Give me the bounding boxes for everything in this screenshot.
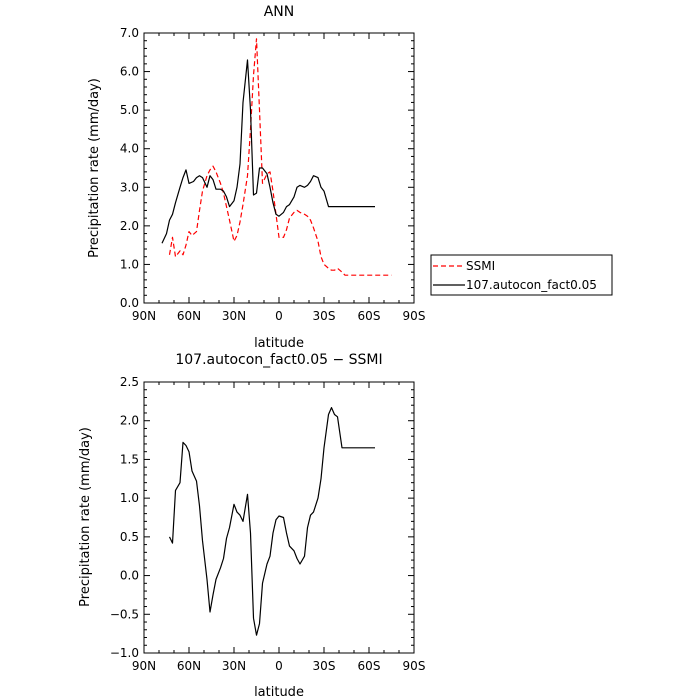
legend-label-model: 107.autocon_fact0.05 — [466, 278, 597, 292]
bottom-x-tick-label: 60N — [177, 659, 201, 673]
bottom-plot-frame — [143, 381, 415, 654]
top-y-tick-label: 4.0 — [120, 142, 139, 156]
top-x-tick-label: 90S — [403, 309, 426, 323]
top-x-tick-label: 30N — [222, 309, 246, 323]
bottom-chart-title: 107.autocon_fact0.05 − SSMI — [175, 352, 382, 368]
bottom-y-tick-label: 2.5 — [120, 375, 139, 389]
top-series-line-1 — [168, 38, 392, 276]
bottom-y-tick-label: −0.5 — [110, 607, 139, 621]
top-plot-frame — [143, 32, 415, 304]
top-y-tick-label: 2.0 — [120, 219, 139, 233]
top-y-tick-label: 6.0 — [120, 65, 139, 79]
top-x-tick-label: 0 — [275, 309, 283, 323]
top-y-axis-label: Precipitation rate (mm/day) — [87, 78, 102, 258]
top-y-tick-label: 3.0 — [120, 180, 139, 194]
bottom-y-tick-label: 1.0 — [120, 491, 139, 505]
bottom-y-tick-label: 1.5 — [120, 452, 139, 466]
legend-label-ssmi: SSMI — [466, 259, 495, 273]
bottom-x-tick-label: 90S — [403, 659, 426, 673]
top-y-tick-label: 7.0 — [120, 26, 139, 40]
bottom-y-tick-label: 0.0 — [120, 569, 139, 583]
top-x-tick-label: 60N — [177, 309, 201, 323]
legend-box — [430, 254, 613, 296]
top-x-tick-label: 30S — [313, 309, 336, 323]
bottom-x-tick-label: 90N — [132, 659, 156, 673]
top-y-tick-label: 5.0 — [120, 103, 139, 117]
bottom-y-tick-label: 0.5 — [120, 530, 139, 544]
bottom-x-axis-label: latitude — [254, 685, 304, 700]
top-chart: ANN latitude Precipitation rate (mm/day)… — [87, 4, 613, 351]
bottom-x-tick-label: 30S — [313, 659, 336, 673]
bottom-series-line-1 — [168, 407, 375, 636]
bottom-x-tick-label: 30N — [222, 659, 246, 673]
top-chart-title: ANN — [264, 4, 295, 20]
bottom-x-tick-label: 0 — [275, 659, 283, 673]
bottom-x-tick-label: 60S — [358, 659, 381, 673]
top-x-tick-label: 90N — [132, 309, 156, 323]
bottom-y-tick-label: −1.0 — [110, 646, 139, 660]
top-x-tick-label: 60S — [358, 309, 381, 323]
bottom-y-tick-label: 2.0 — [120, 414, 139, 428]
bottom-y-axis-label: Precipitation rate (mm/day) — [78, 427, 93, 607]
top-y-tick-label: 0.0 — [120, 296, 139, 310]
top-series-line-2 — [161, 59, 375, 244]
legend: SSMI 107.autocon_fact0.05 — [430, 254, 613, 296]
top-x-axis-label: latitude — [254, 336, 304, 351]
top-y-tick-label: 1.0 — [120, 257, 139, 271]
bottom-chart: 107.autocon_fact0.05 − SSMI latitude Pre… — [78, 352, 425, 700]
